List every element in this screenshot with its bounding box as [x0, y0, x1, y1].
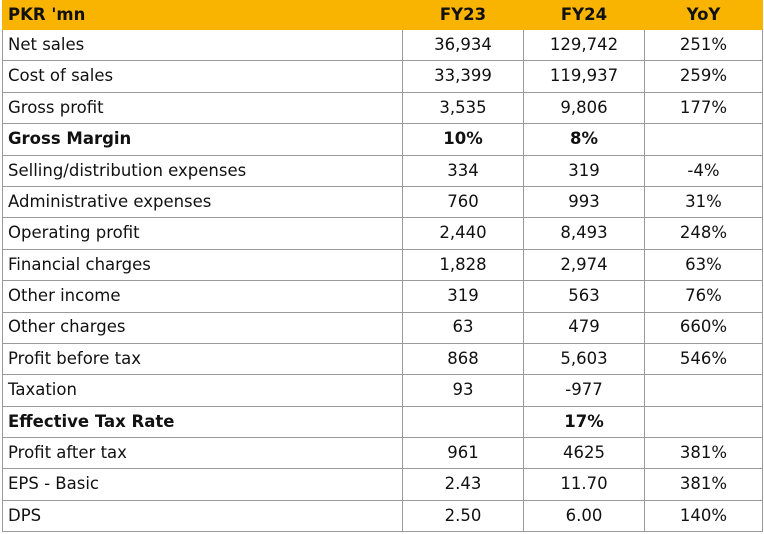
fy24-value: 6.00	[523, 499, 645, 533]
fy24-value: 8%	[523, 123, 645, 156]
row-label: DPS	[2, 499, 403, 533]
table-row: Taxation 93 -977	[2, 374, 763, 407]
row-label: Profit after tax	[2, 437, 403, 470]
header-yoy: YoY	[644, 0, 763, 30]
yoy-value: 381%	[644, 468, 763, 501]
fy23-value: 93	[402, 374, 524, 407]
table-row: EPS - Basic 2.43 11.70 381%	[2, 468, 763, 501]
fy23-value: 961	[402, 437, 524, 470]
fy24-value: 993	[523, 185, 645, 219]
table-row: Profit before tax 868 5,603 546%	[2, 342, 763, 376]
row-label: Other charges	[2, 311, 403, 344]
yoy-value: -4%	[644, 154, 763, 187]
table-header-row: PKR 'mn FY23 FY24 YoY	[2, 0, 763, 30]
yoy-value: 251%	[644, 28, 763, 62]
table-row: Selling/distribution expenses 334 319 -4…	[2, 154, 763, 187]
fy24-value: 4625	[523, 437, 645, 470]
row-label: Effective Tax Rate	[2, 405, 403, 439]
fy24-value: 319	[523, 154, 645, 187]
row-label: Net sales	[2, 28, 403, 62]
yoy-value: 381%	[644, 437, 763, 470]
yoy-value: 140%	[644, 499, 763, 533]
row-label: Operating profit	[2, 217, 403, 250]
fy24-value: 479	[523, 311, 645, 344]
fy24-value: 17%	[523, 405, 645, 439]
fy23-value: 1,828	[402, 248, 524, 282]
yoy-value: 177%	[644, 91, 763, 125]
fy24-value: 9,806	[523, 91, 645, 125]
fy24-value: 129,742	[523, 28, 645, 62]
table-row: Profit after tax 961 4625 381%	[2, 437, 763, 470]
yoy-value	[644, 374, 763, 407]
yoy-value	[644, 123, 763, 156]
row-label: Gross Margin	[2, 123, 403, 156]
yoy-value: 31%	[644, 185, 763, 219]
fy24-value: 11.70	[523, 468, 645, 501]
row-label: Profit before tax	[2, 342, 403, 376]
fy24-value: 5,603	[523, 342, 645, 376]
row-label: Gross profit	[2, 91, 403, 125]
fy24-value: 119,937	[523, 60, 645, 93]
row-label: EPS - Basic	[2, 468, 403, 501]
fy23-value: 760	[402, 185, 524, 219]
row-label: Financial charges	[2, 248, 403, 282]
row-label: Other income	[2, 280, 403, 313]
yoy-value: 63%	[644, 248, 763, 282]
table-row: Administrative expenses 760 993 31%	[2, 185, 763, 219]
table-row-highlight: Effective Tax Rate 17%	[2, 405, 763, 439]
row-label: Administrative expenses	[2, 185, 403, 219]
table-row: Operating profit 2,440 8,493 248%	[2, 217, 763, 250]
fy23-value: 3,535	[402, 91, 524, 125]
fy24-value: -977	[523, 374, 645, 407]
fy23-value: 2.50	[402, 499, 524, 533]
table-row: Cost of sales 33,399 119,937 259%	[2, 60, 763, 93]
fy23-value: 33,399	[402, 60, 524, 93]
yoy-value	[644, 405, 763, 439]
yoy-value: 76%	[644, 280, 763, 313]
row-label: Cost of sales	[2, 60, 403, 93]
fy23-value	[402, 405, 524, 439]
table-row: Financial charges 1,828 2,974 63%	[2, 248, 763, 282]
fy23-value: 10%	[402, 123, 524, 156]
header-currency-unit: PKR 'mn	[2, 0, 403, 30]
table-row: Other income 319 563 76%	[2, 280, 763, 313]
fy24-value: 563	[523, 280, 645, 313]
fy23-value: 868	[402, 342, 524, 376]
table-row: Net sales 36,934 129,742 251%	[2, 28, 763, 62]
yoy-value: 259%	[644, 60, 763, 93]
row-label: Selling/distribution expenses	[2, 154, 403, 187]
yoy-value: 248%	[644, 217, 763, 250]
header-fy24: FY24	[523, 0, 645, 30]
fy23-value: 2,440	[402, 217, 524, 250]
table-row: Gross profit 3,535 9,806 177%	[2, 91, 763, 125]
fy23-value: 2.43	[402, 468, 524, 501]
fy23-value: 319	[402, 280, 524, 313]
row-label: Taxation	[2, 374, 403, 407]
fy23-value: 63	[402, 311, 524, 344]
table-row-highlight: Gross Margin 10% 8%	[2, 123, 763, 156]
table-row: DPS 2.50 6.00 140%	[2, 499, 763, 533]
fy24-value: 2,974	[523, 248, 645, 282]
fy23-value: 36,934	[402, 28, 524, 62]
fy24-value: 8,493	[523, 217, 645, 250]
yoy-value: 660%	[644, 311, 763, 344]
header-fy23: FY23	[402, 0, 524, 30]
table-row: Other charges 63 479 660%	[2, 311, 763, 344]
yoy-value: 546%	[644, 342, 763, 376]
fy23-value: 334	[402, 154, 524, 187]
